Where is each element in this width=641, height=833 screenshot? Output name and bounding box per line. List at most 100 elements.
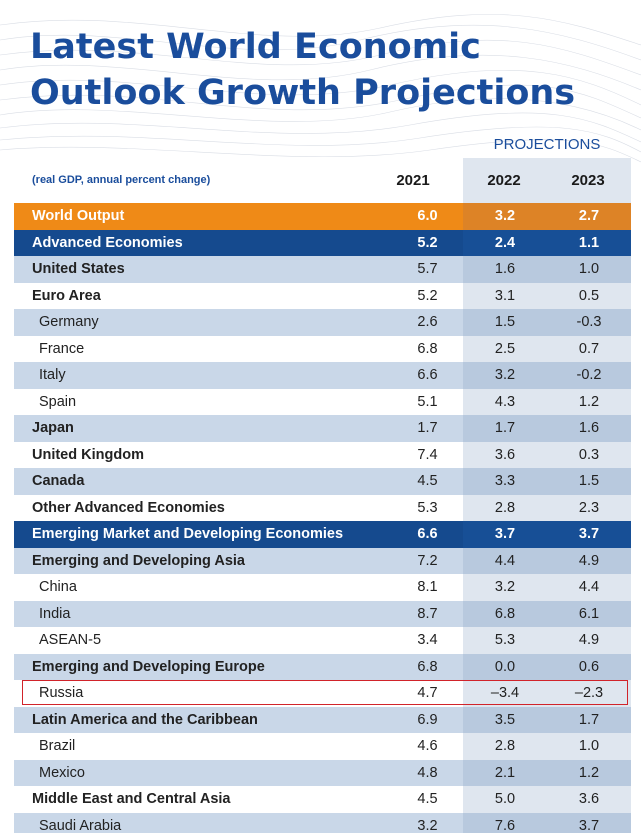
value-2023: 3.7 bbox=[547, 812, 631, 833]
row-label: World Output bbox=[14, 203, 392, 230]
row-label: Emerging and Developing Europe bbox=[14, 653, 392, 680]
table-row: Other Advanced Economies 5.3 2.8 2.3 bbox=[14, 494, 631, 521]
page-title: Latest World Economic Outlook Growth Pro… bbox=[30, 24, 575, 116]
value-2022: 3.2 bbox=[463, 203, 547, 230]
value-2021: 1.7 bbox=[392, 415, 463, 442]
value-2021: 7.4 bbox=[392, 441, 463, 468]
value-2021: 5.2 bbox=[392, 282, 463, 309]
row-label: United States bbox=[14, 256, 392, 283]
value-2022: 1.5 bbox=[463, 309, 547, 336]
value-2023: 0.6 bbox=[547, 653, 631, 680]
value-2021: 5.7 bbox=[392, 256, 463, 283]
year-2021-header: 2021 bbox=[396, 172, 430, 189]
value-2021: 6.9 bbox=[392, 706, 463, 733]
value-2022: –3.4 bbox=[463, 680, 547, 707]
value-2023: –2.3 bbox=[547, 680, 631, 707]
row-label: China bbox=[14, 574, 392, 601]
value-2023: 0.7 bbox=[547, 335, 631, 362]
value-2023: 3.6 bbox=[547, 786, 631, 813]
table-row: France 6.8 2.5 0.7 bbox=[14, 335, 631, 362]
projections-label: PROJECTIONS bbox=[493, 136, 601, 153]
table-row: Russia 4.7 –3.4 –2.3 bbox=[14, 680, 631, 707]
table-row: Brazil 4.6 2.8 1.0 bbox=[14, 733, 631, 760]
value-2021: 4.6 bbox=[392, 733, 463, 760]
value-2021: 7.2 bbox=[392, 547, 463, 574]
table-body: World Output 6.0 3.2 2.7 Advanced Economies 5… bbox=[14, 203, 631, 833]
table-row: United Kingdom 7.4 3.6 0.3 bbox=[14, 441, 631, 468]
value-2021: 4.8 bbox=[392, 759, 463, 786]
row-label: Middle East and Central Asia bbox=[14, 786, 392, 813]
table-row: Japan 1.7 1.7 1.6 bbox=[14, 415, 631, 442]
table-row: Spain 5.1 4.3 1.2 bbox=[14, 388, 631, 415]
table-row: United States 5.7 1.6 1.0 bbox=[14, 256, 631, 283]
table-row: Emerging and Developing Europe 6.8 0.0 0.6 bbox=[14, 653, 631, 680]
value-2023: 2.3 bbox=[547, 494, 631, 521]
table-row: Middle East and Central Asia 4.5 5.0 3.6 bbox=[14, 786, 631, 813]
value-2022: 7.6 bbox=[463, 812, 547, 833]
value-2023: 0.5 bbox=[547, 282, 631, 309]
value-2022: 4.4 bbox=[463, 547, 547, 574]
value-2023: 1.1 bbox=[547, 229, 631, 256]
value-2021: 2.6 bbox=[392, 309, 463, 336]
value-2022: 1.7 bbox=[463, 415, 547, 442]
row-label: Russia bbox=[14, 680, 392, 707]
value-2023: 0.3 bbox=[547, 441, 631, 468]
value-2023: 1.2 bbox=[547, 388, 631, 415]
value-2022: 4.3 bbox=[463, 388, 547, 415]
value-2022: 5.3 bbox=[463, 627, 547, 654]
table-row: Euro Area 5.2 3.1 0.5 bbox=[14, 282, 631, 309]
row-label: Saudi Arabia bbox=[14, 812, 392, 833]
value-2023: -0.2 bbox=[547, 362, 631, 389]
table-row: Canada 4.5 3.3 1.5 bbox=[14, 468, 631, 495]
value-2023: 4.9 bbox=[547, 627, 631, 654]
year-2022-header: 2022 bbox=[487, 172, 521, 189]
value-2021: 4.5 bbox=[392, 786, 463, 813]
table-row: World Output 6.0 3.2 2.7 bbox=[14, 203, 631, 230]
row-label: Japan bbox=[14, 415, 392, 442]
decorative-wave-lines bbox=[0, 14, 641, 163]
value-2022: 2.1 bbox=[463, 759, 547, 786]
table-row: Latin America and the Caribbean 6.9 3.5 1.7 bbox=[14, 706, 631, 733]
value-2023: 6.1 bbox=[547, 600, 631, 627]
value-2023: 3.7 bbox=[547, 521, 631, 548]
row-label: France bbox=[14, 335, 392, 362]
value-2022: 2.8 bbox=[463, 494, 547, 521]
table-row: ASEAN-5 3.4 5.3 4.9 bbox=[14, 627, 631, 654]
value-2022: 1.6 bbox=[463, 256, 547, 283]
value-2023: 1.7 bbox=[547, 706, 631, 733]
table-row: Saudi Arabia 3.2 7.6 3.7 bbox=[14, 812, 631, 833]
title-line-1: Latest World Economic bbox=[30, 27, 481, 67]
value-2022: 0.0 bbox=[463, 653, 547, 680]
table-row: Emerging Market and Developing Economies… bbox=[14, 521, 631, 548]
value-2023: -0.3 bbox=[547, 309, 631, 336]
value-2023: 4.9 bbox=[547, 547, 631, 574]
value-2023: 2.7 bbox=[547, 203, 631, 230]
row-label: Brazil bbox=[14, 733, 392, 760]
value-2022: 3.7 bbox=[463, 521, 547, 548]
table-row: Advanced Economies 5.2 2.4 1.1 bbox=[14, 229, 631, 256]
row-label: Other Advanced Economies bbox=[14, 494, 392, 521]
value-2022: 2.4 bbox=[463, 229, 547, 256]
value-2023: 1.5 bbox=[547, 468, 631, 495]
row-label: Spain bbox=[14, 388, 392, 415]
value-2023: 1.2 bbox=[547, 759, 631, 786]
value-2021: 6.6 bbox=[392, 362, 463, 389]
value-2023: 4.4 bbox=[547, 574, 631, 601]
row-label: India bbox=[14, 600, 392, 627]
table-row: Mexico 4.8 2.1 1.2 bbox=[14, 759, 631, 786]
row-label: Euro Area bbox=[14, 282, 392, 309]
value-2022: 6.8 bbox=[463, 600, 547, 627]
row-label: Canada bbox=[14, 468, 392, 495]
value-2022: 2.5 bbox=[463, 335, 547, 362]
value-2022: 2.8 bbox=[463, 733, 547, 760]
row-label: Emerging Market and Developing Economies bbox=[14, 521, 392, 548]
row-label: Advanced Economies bbox=[14, 229, 392, 256]
table-row: India 8.7 6.8 6.1 bbox=[14, 600, 631, 627]
value-2021: 5.3 bbox=[392, 494, 463, 521]
growth-projections-table: World Output 6.0 3.2 2.7 Advanced Economies 5… bbox=[14, 203, 631, 833]
value-2021: 5.2 bbox=[392, 229, 463, 256]
value-2021: 6.6 bbox=[392, 521, 463, 548]
year-2023-header: 2023 bbox=[571, 172, 605, 189]
value-2021: 3.4 bbox=[392, 627, 463, 654]
